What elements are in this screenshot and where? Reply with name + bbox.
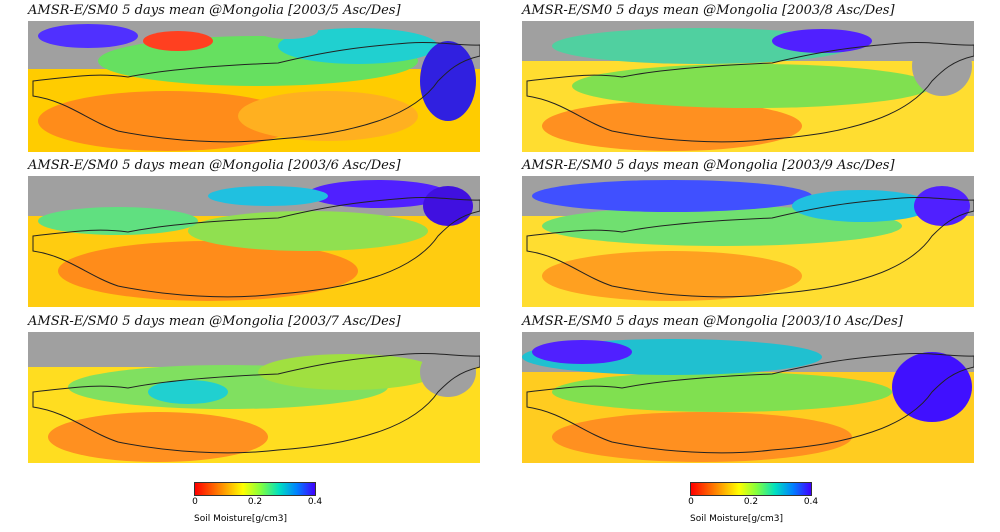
colorbar-left: 0 0.2 0.4 Soil Moisture[g/cm3] [192, 482, 424, 532]
soil-moisture-map [28, 332, 480, 463]
panel-title: AMSR-E/SM0 5 days mean @Mongolia [2003/8… [522, 3, 895, 18]
panel-title: AMSR-E/SM0 5 days mean @Mongolia [2003/5… [28, 3, 401, 18]
panel-title: AMSR-E/SM0 5 days mean @Mongolia [2003/6… [28, 158, 401, 173]
colorbar-label: Soil Moisture[g/cm3] [194, 514, 288, 524]
colorbar-tick: 0.4 [803, 497, 819, 507]
colorbar-tick: 0.2 [247, 497, 263, 507]
panel-title: AMSR-E/SM0 5 days mean @Mongolia [2003/7… [28, 314, 401, 329]
colorbar-gradient [690, 482, 812, 496]
colorbar-tick: 0 [192, 497, 198, 507]
colorbar-tick: 0.4 [307, 497, 323, 507]
colorbar-right: 0 0.2 0.4 Soil Moisture[g/cm3] [688, 482, 920, 532]
soil-moisture-map [28, 176, 480, 307]
panel-title: AMSR-E/SM0 5 days mean @Mongolia [2003/9… [522, 158, 895, 173]
panel-title: AMSR-E/SM0 5 days mean @Mongolia [2003/1… [522, 314, 903, 329]
soil-moisture-map [28, 21, 480, 152]
colorbar-gradient [194, 482, 316, 496]
colorbar-tick: 0.2 [743, 497, 759, 507]
colorbar-tick: 0 [688, 497, 694, 507]
soil-moisture-map [522, 176, 974, 307]
soil-moisture-map [522, 21, 974, 152]
soil-moisture-map [522, 332, 974, 463]
colorbar-label: Soil Moisture[g/cm3] [690, 514, 784, 524]
